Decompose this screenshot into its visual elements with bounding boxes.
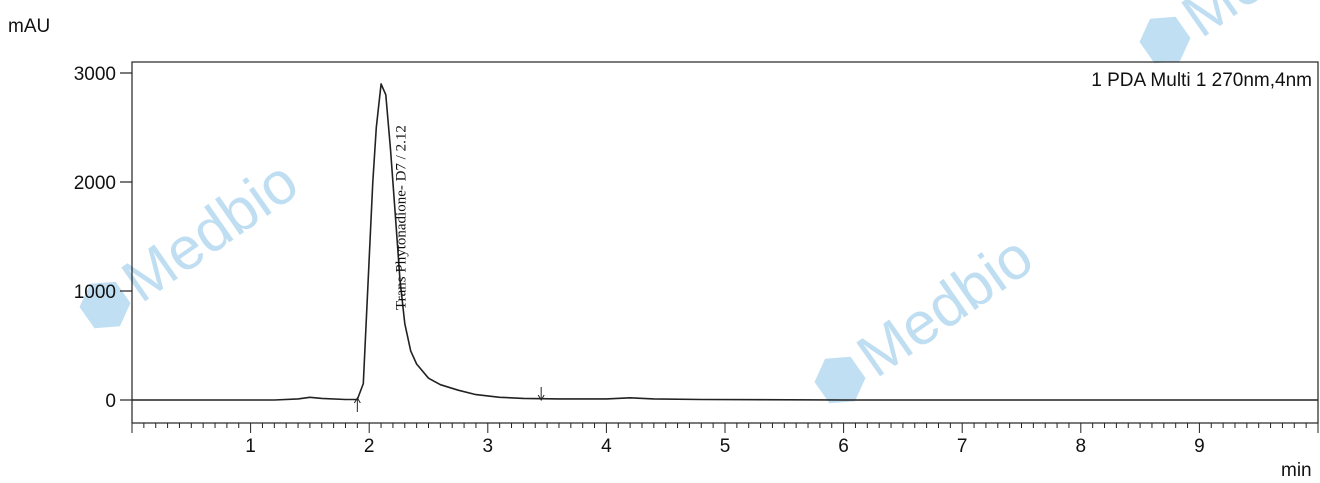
x-tick-label: 8 bbox=[1076, 436, 1087, 457]
x-axis-title: min bbox=[1281, 460, 1312, 481]
watermark-text: Medbio bbox=[110, 147, 310, 315]
x-tick-label: 2 bbox=[364, 436, 375, 457]
watermark-logo-icon bbox=[814, 356, 866, 404]
y-tick-label: 0 bbox=[105, 391, 116, 412]
peak-annotations: Trans Phytonadione- D7 / 2.12 bbox=[393, 125, 409, 310]
watermark-text: Medbio bbox=[1170, 0, 1320, 50]
y-axis-title: mAU bbox=[8, 16, 50, 37]
x-tick-label: 1 bbox=[245, 436, 256, 457]
y-axis-ticks: 0 1000 2000 3000 bbox=[74, 64, 132, 412]
x-tick-label: 7 bbox=[957, 436, 968, 457]
x-tick-label: 6 bbox=[838, 436, 849, 457]
y-tick-label: 2000 bbox=[74, 173, 116, 194]
series-layer bbox=[132, 83, 1318, 401]
watermark-2: Medbio bbox=[814, 222, 1045, 404]
watermark-text: Medbio bbox=[845, 222, 1045, 390]
watermark-logo-icon bbox=[79, 281, 131, 329]
x-tick-label: 3 bbox=[483, 436, 494, 457]
x-tick-label: 5 bbox=[720, 436, 731, 457]
x-tick-label: 9 bbox=[1194, 436, 1205, 457]
plot-frame bbox=[131, 61, 1319, 424]
watermark-logo-icon bbox=[1139, 16, 1191, 64]
arrow-down-icon bbox=[537, 394, 545, 401]
x-axis-ticks: 1 2 3 4 5 6 7 8 9 bbox=[131, 423, 1319, 457]
x-tick-label: 4 bbox=[601, 436, 612, 457]
y-tick-label: 3000 bbox=[74, 64, 116, 85]
watermark-3: Medbio bbox=[1139, 0, 1320, 64]
chromatogram-trace bbox=[132, 83, 1318, 401]
integration-markers bbox=[353, 387, 545, 412]
peak-label: Trans Phytonadione- D7 / 2.12 bbox=[393, 125, 409, 310]
y-tick-label: 1000 bbox=[74, 282, 116, 303]
arrow-up-icon bbox=[353, 397, 361, 404]
legend-label: 1 PDA Multi 1 270nm,4nm bbox=[1091, 70, 1312, 91]
